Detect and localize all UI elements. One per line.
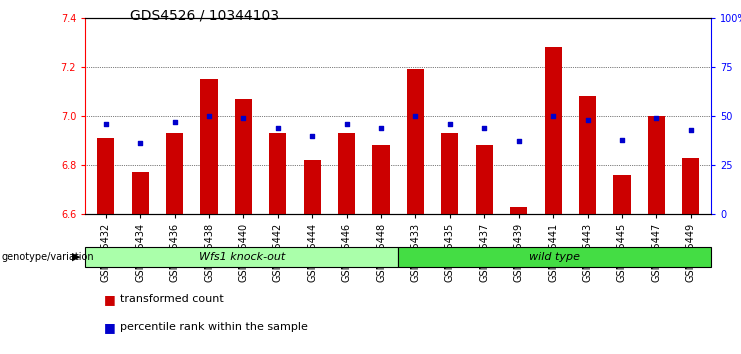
Bar xyxy=(338,133,355,214)
Bar xyxy=(510,207,528,214)
Point xyxy=(513,139,525,144)
Text: ■: ■ xyxy=(104,293,116,306)
Point xyxy=(651,115,662,121)
Text: transformed count: transformed count xyxy=(120,294,224,304)
Point xyxy=(100,121,112,127)
Bar xyxy=(545,47,562,214)
Bar xyxy=(166,133,183,214)
Point xyxy=(134,141,146,146)
Bar xyxy=(269,133,287,214)
Point xyxy=(410,113,422,119)
Text: wild type: wild type xyxy=(529,252,580,262)
Text: Wfs1 knock-out: Wfs1 knock-out xyxy=(199,252,285,262)
Bar xyxy=(648,116,665,214)
Point xyxy=(238,115,250,121)
Point xyxy=(479,125,491,131)
Point xyxy=(375,125,387,131)
Point xyxy=(547,113,559,119)
Bar xyxy=(614,175,631,214)
Point xyxy=(203,113,215,119)
Text: genotype/variation: genotype/variation xyxy=(1,252,94,262)
Text: percentile rank within the sample: percentile rank within the sample xyxy=(120,322,308,332)
Bar xyxy=(476,145,493,214)
Bar xyxy=(235,99,252,214)
Bar xyxy=(304,160,321,214)
Bar xyxy=(579,96,596,214)
Bar xyxy=(407,69,424,214)
Bar xyxy=(682,158,700,214)
Bar xyxy=(373,145,390,214)
Bar xyxy=(442,133,459,214)
Text: ■: ■ xyxy=(104,321,116,334)
Bar xyxy=(97,138,114,214)
Bar xyxy=(201,79,218,214)
Point xyxy=(341,121,353,127)
Text: ▶: ▶ xyxy=(72,252,80,262)
Point xyxy=(616,137,628,142)
Point xyxy=(685,127,697,132)
Point xyxy=(582,117,594,123)
Text: GDS4526 / 10344103: GDS4526 / 10344103 xyxy=(130,9,279,23)
Point xyxy=(169,119,181,125)
Point xyxy=(444,121,456,127)
Point xyxy=(272,125,284,131)
Bar xyxy=(132,172,149,214)
Point xyxy=(306,133,318,138)
